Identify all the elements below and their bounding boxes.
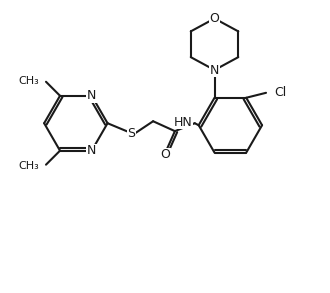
- Text: CH₃: CH₃: [18, 161, 39, 171]
- Text: N: N: [210, 64, 219, 76]
- Text: N: N: [87, 144, 96, 157]
- Text: Cl: Cl: [274, 86, 286, 99]
- Text: HN: HN: [174, 116, 193, 129]
- Text: O: O: [160, 149, 170, 161]
- Text: S: S: [127, 127, 135, 140]
- Text: O: O: [210, 12, 219, 25]
- Text: N: N: [87, 89, 96, 102]
- Text: CH₃: CH₃: [18, 76, 39, 86]
